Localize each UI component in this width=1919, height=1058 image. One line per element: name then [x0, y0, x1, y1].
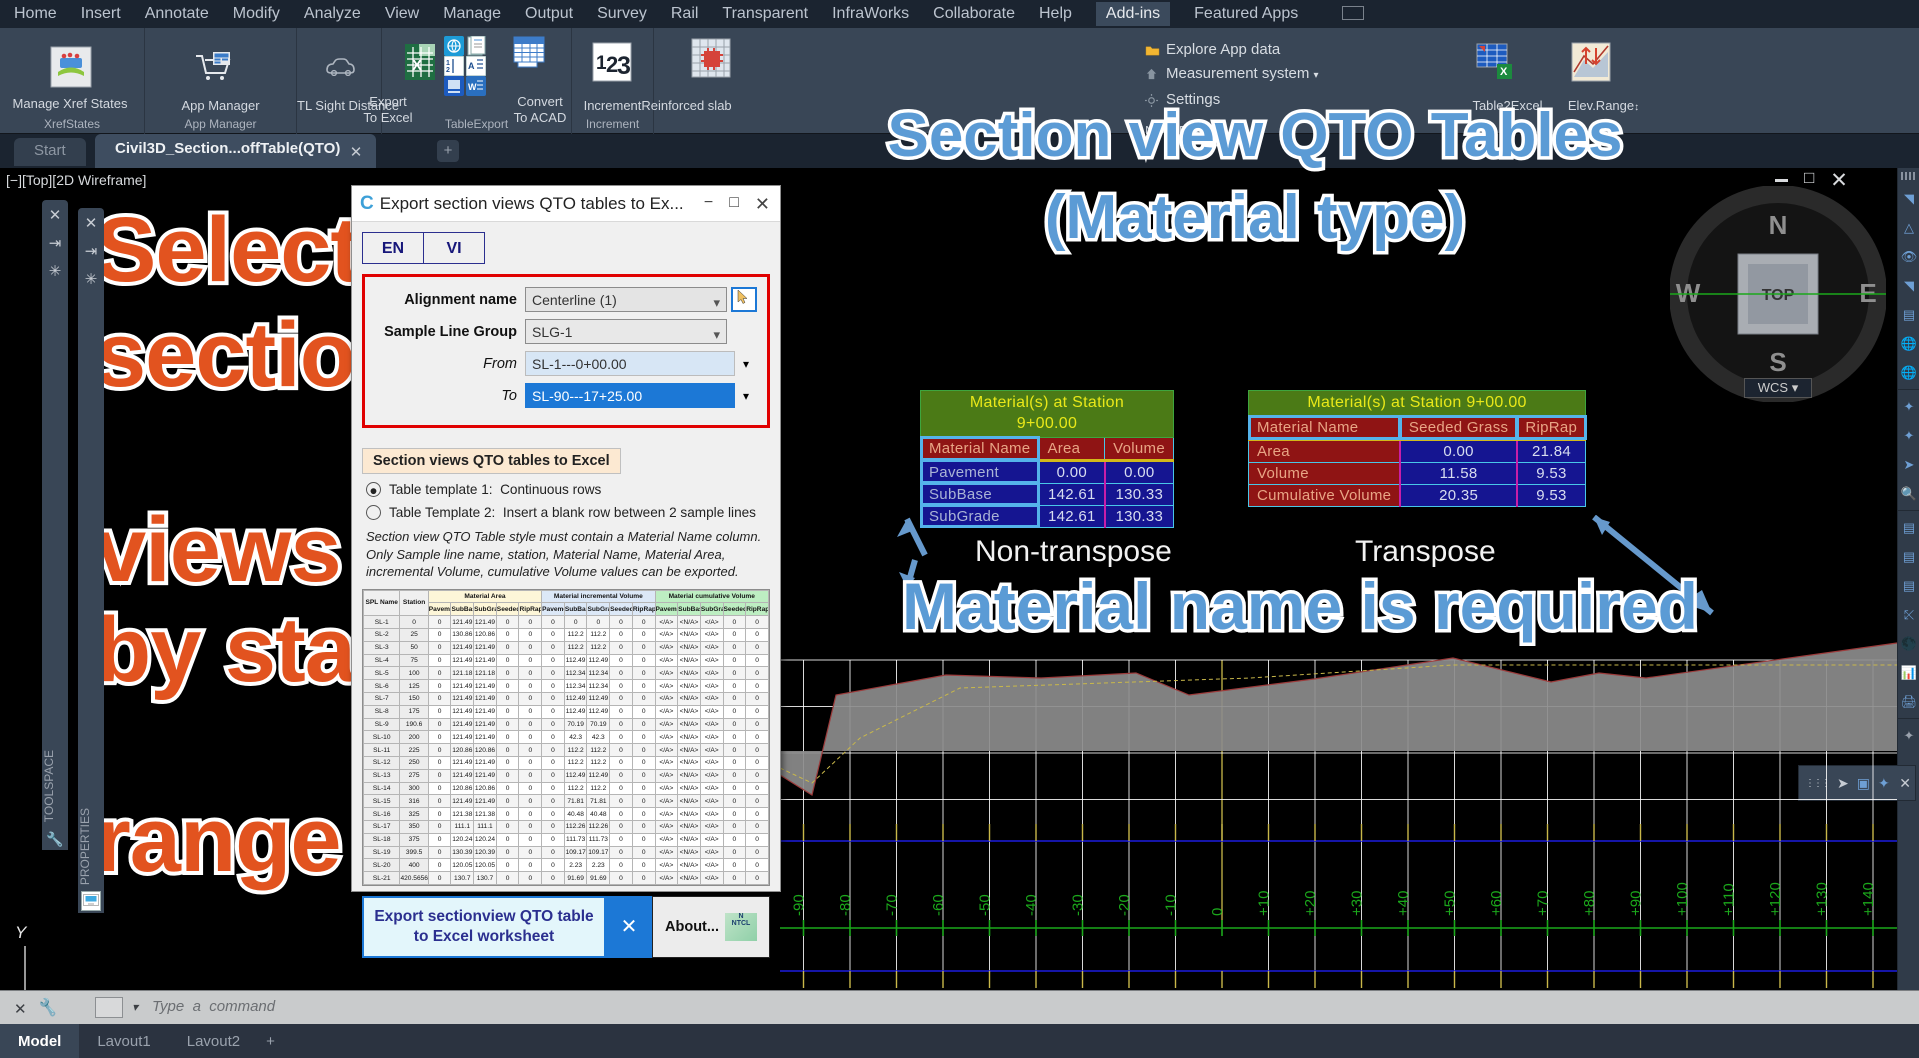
- svg-text:1: 1: [446, 60, 450, 67]
- svg-text:-30: -30: [1070, 894, 1087, 916]
- svg-text:3: 3: [617, 52, 631, 80]
- svg-text:X: X: [412, 57, 422, 74]
- svg-text:+70: +70: [1535, 891, 1552, 916]
- svg-text:+130: +130: [1814, 882, 1831, 916]
- svg-text:-50: -50: [977, 894, 994, 916]
- svg-text:-90: -90: [791, 894, 808, 916]
- svg-text:+30: +30: [1349, 891, 1366, 916]
- svg-text:+100: +100: [1674, 882, 1691, 916]
- svg-text:2: 2: [446, 67, 450, 74]
- svg-text:+90: +90: [1628, 891, 1645, 916]
- svg-text:-10: -10: [1163, 894, 1180, 916]
- svg-text:0: 0: [1209, 908, 1226, 916]
- svg-text:+60: +60: [1488, 891, 1505, 916]
- svg-text:W: W: [468, 82, 477, 92]
- svg-text:+120: +120: [1767, 882, 1784, 916]
- svg-text:+80: +80: [1581, 891, 1598, 916]
- svg-text:X: X: [1500, 66, 1508, 78]
- svg-text:-80: -80: [837, 894, 854, 916]
- svg-text:-70: -70: [884, 894, 901, 916]
- svg-text:+40: +40: [1395, 891, 1412, 916]
- svg-text:+50: +50: [1442, 891, 1459, 916]
- svg-text:+20: +20: [1302, 891, 1319, 916]
- svg-text:+140: +140: [1860, 882, 1877, 916]
- svg-text:-60: -60: [930, 894, 947, 916]
- svg-text:+10: +10: [1256, 891, 1273, 916]
- svg-text:-20: -20: [1116, 894, 1133, 916]
- svg-text:-40: -40: [1023, 894, 1040, 916]
- svg-text:A: A: [468, 61, 475, 71]
- svg-text:+110: +110: [1721, 883, 1738, 916]
